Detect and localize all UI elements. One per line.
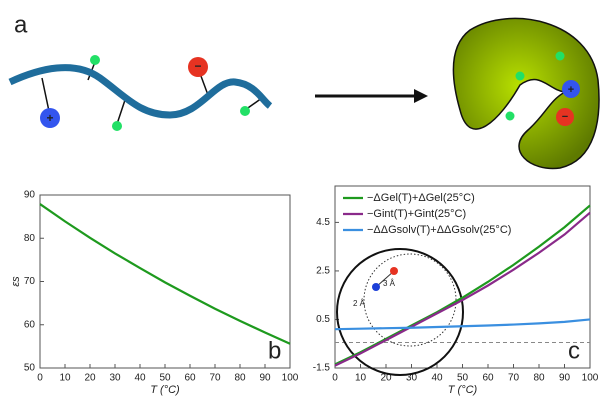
y-tick-label: 50	[24, 363, 36, 374]
x-tick-label: 100	[582, 373, 599, 384]
charge: +	[46, 111, 53, 125]
folded-protein	[452, 17, 600, 170]
y-tick-label: 4.5	[316, 217, 330, 228]
charge: −	[194, 59, 201, 73]
inset-label: 3 Å	[383, 279, 396, 288]
inset-link	[375, 270, 395, 288]
charge: +	[568, 84, 574, 96]
x-tick-label: 50	[159, 373, 171, 384]
x-tick-label: 0	[332, 373, 338, 384]
chain	[8, 55, 273, 131]
y-tick-label: 70	[24, 276, 36, 287]
inset-circle	[336, 248, 464, 376]
x-tick-label: 30	[406, 373, 418, 384]
x-tick-label: 0	[37, 373, 43, 384]
y-axis-label: εs	[10, 276, 22, 287]
arrow	[315, 89, 428, 103]
series-line	[39, 203, 291, 345]
panel-label: a	[14, 11, 28, 38]
y-tick-label: 0.5	[316, 314, 330, 325]
x-tick-label: 70	[508, 373, 520, 384]
y-tick-label: 2.5	[316, 266, 330, 277]
y-tick-label: 80	[24, 233, 36, 244]
legend-label: −ΔGel(T)+ΔGel(25°C)	[367, 192, 475, 204]
y-tick-label: 90	[24, 190, 36, 201]
panel-label: c	[568, 337, 580, 364]
x-tick-label: 10	[59, 373, 71, 384]
x-axis-label: T (°C)	[448, 384, 478, 396]
x-tick-label: 60	[184, 373, 196, 384]
series-line	[334, 318, 591, 331]
x-tick-label: 60	[482, 373, 494, 384]
y-tick-label: 60	[24, 319, 36, 330]
x-tick-label: 20	[84, 373, 96, 384]
x-tick-label: 30	[109, 373, 121, 384]
x-tick-label: 40	[431, 373, 443, 384]
inset-label: 2 Å	[353, 299, 366, 308]
charge: −	[562, 111, 568, 123]
y-tick-label: -1.5	[313, 363, 331, 374]
panel-label: b	[268, 337, 281, 364]
x-tick-label: 90	[259, 373, 271, 384]
x-tick-label: 40	[134, 373, 146, 384]
inset-dotted-circle	[363, 253, 457, 347]
legend-label: −Gint(T)+Gint(25°C)	[367, 208, 466, 220]
x-tick-label: 80	[533, 373, 545, 384]
x-tick-label: 20	[380, 373, 392, 384]
x-axis-label: T (°C)	[150, 384, 180, 396]
x-tick-label: 90	[559, 373, 571, 384]
x-tick-label: 70	[209, 373, 221, 384]
x-tick-label: 100	[282, 373, 299, 384]
x-tick-label: 80	[234, 373, 246, 384]
legend-label: −ΔΔGsolv(T)+ΔΔGsolv(25°C)	[367, 224, 511, 236]
x-tick-label: 50	[457, 373, 469, 384]
inset-dot	[372, 283, 380, 291]
x-tick-label: 10	[355, 373, 367, 384]
series-line	[334, 211, 591, 367]
inset-dot	[390, 267, 398, 275]
